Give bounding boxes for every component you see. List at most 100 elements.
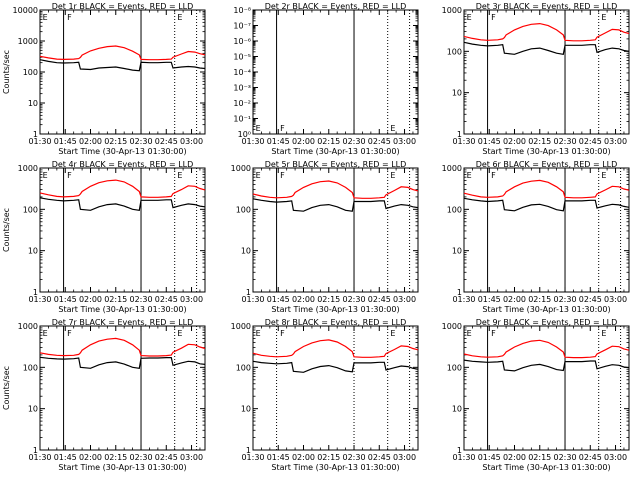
x-tick-label: 02:30 bbox=[342, 453, 365, 462]
y-tick-label: 100 bbox=[23, 68, 38, 77]
x-tick-label: 01:30 bbox=[241, 295, 264, 304]
x-tick-label: 03:00 bbox=[604, 453, 627, 462]
panel-title: Det 5r BLACK = Events, RED = LLD bbox=[265, 160, 407, 169]
x-tick-label: 01:30 bbox=[452, 295, 475, 304]
marker-f-1: F bbox=[280, 329, 285, 338]
y-tick-label: 1000 bbox=[18, 37, 38, 46]
marker-e-2: E bbox=[390, 329, 395, 338]
marker-e-0: E bbox=[467, 13, 472, 22]
x-tick-label: 03:00 bbox=[180, 137, 203, 146]
series-line-events bbox=[39, 356, 206, 369]
panel-title: Det 4r BLACK = Events, RED = LLD bbox=[52, 160, 194, 169]
x-tick-label: 03:00 bbox=[393, 453, 416, 462]
marker-e-2: E bbox=[390, 171, 395, 180]
x-axis-label: Start Time (30-Apr-13 01:30:00) bbox=[482, 463, 610, 472]
panel-det-8: Det 8r BLACK = Events, RED = LLD 1 10 100 10… bbox=[231, 318, 419, 472]
marker-e-2: E bbox=[390, 124, 395, 133]
x-tick-label: 02:15 bbox=[317, 295, 340, 304]
marker-f-1: F bbox=[280, 124, 285, 133]
marker-e-2: E bbox=[177, 13, 182, 22]
y-tick-label: 10⁻² bbox=[233, 99, 251, 108]
x-tick-label: 01:45 bbox=[478, 295, 501, 304]
x-tick-label: 02:45 bbox=[368, 295, 391, 304]
y-tick-label: 10⁻¹ bbox=[233, 115, 251, 124]
series-line-lld bbox=[252, 339, 419, 358]
series-line-lld bbox=[463, 179, 630, 199]
series-line-lld bbox=[39, 45, 206, 61]
panel-title: Det 2r BLACK = Events, RED = LLD bbox=[265, 2, 407, 11]
y-axis-label: Counts/sec bbox=[2, 208, 11, 252]
x-tick-label: 03:00 bbox=[393, 295, 416, 304]
series-line-lld bbox=[39, 337, 206, 357]
panel-det-6: Det 6r BLACK = Events, RED = LLD 1 10 100 10… bbox=[442, 160, 630, 314]
marker-f-1: F bbox=[491, 13, 496, 22]
y-tick-label: 10 bbox=[452, 89, 462, 98]
x-tick-label: 02:30 bbox=[342, 137, 365, 146]
x-tick-label: 02:15 bbox=[528, 453, 551, 462]
y-tick-label: 10 bbox=[452, 405, 462, 414]
marker-e-2: E bbox=[601, 171, 606, 180]
panel-title: Det 3r BLACK = Events, RED = LLD bbox=[476, 2, 618, 11]
x-tick-label: 02:00 bbox=[79, 453, 102, 462]
y-tick-label: 1000 bbox=[18, 322, 38, 331]
x-axis-label: Start Time (30-Apr-13 01:30:00) bbox=[271, 305, 399, 314]
x-tick-label: 02:00 bbox=[79, 295, 102, 304]
y-tick-label: 1 bbox=[33, 288, 38, 297]
y-tick-label: 10 bbox=[452, 247, 462, 256]
x-tick-label: 02:00 bbox=[292, 453, 315, 462]
x-tick-label: 02:30 bbox=[553, 137, 576, 146]
x-tick-label: 02:30 bbox=[553, 295, 576, 304]
x-tick-label: 02:30 bbox=[129, 295, 152, 304]
x-tick-label: 02:30 bbox=[553, 453, 576, 462]
y-tick-label: 10 bbox=[28, 99, 38, 108]
y-tick-label: 10⁻³ bbox=[233, 84, 251, 93]
y-tick-label: 10⁻⁸ bbox=[233, 6, 251, 15]
marker-e-0: E bbox=[467, 329, 472, 338]
x-tick-label: 01:30 bbox=[28, 453, 51, 462]
y-tick-label: 10 bbox=[28, 247, 38, 256]
plot-frame bbox=[463, 167, 630, 293]
y-tick-label: 10 bbox=[241, 247, 251, 256]
marker-e-0: E bbox=[43, 329, 48, 338]
y-tick-label: 100 bbox=[236, 363, 251, 372]
x-tick-label: 02:45 bbox=[155, 453, 178, 462]
y-tick-label: 1 bbox=[457, 130, 462, 139]
x-tick-label: 02:00 bbox=[292, 295, 315, 304]
y-tick-label: 1000 bbox=[18, 164, 38, 173]
plot-frame bbox=[39, 9, 206, 135]
x-tick-label: 02:00 bbox=[503, 295, 526, 304]
series-line-events bbox=[463, 359, 630, 372]
y-tick-label: 10⁻⁵ bbox=[233, 53, 251, 62]
y-tick-label: 1 bbox=[246, 446, 251, 455]
y-tick-label: 1 bbox=[457, 288, 462, 297]
marker-f-1: F bbox=[491, 329, 496, 338]
x-tick-label: 02:45 bbox=[155, 137, 178, 146]
x-axis-label: Start Time (30-Apr-13 01:30:00) bbox=[58, 305, 186, 314]
x-tick-label: 02:45 bbox=[368, 453, 391, 462]
y-tick-label: 100 bbox=[447, 47, 462, 56]
x-tick-label: 02:15 bbox=[104, 137, 127, 146]
x-axis-label: Start Time (30-Apr-13 01:30:00) bbox=[58, 147, 186, 156]
x-tick-label: 01:45 bbox=[267, 137, 290, 146]
panel-title: Det 9r BLACK = Events, RED = LLD bbox=[476, 318, 618, 327]
y-tick-label: 100 bbox=[447, 205, 462, 214]
x-tick-label: 02:15 bbox=[528, 295, 551, 304]
x-tick-label: 03:00 bbox=[604, 295, 627, 304]
marker-f-1: F bbox=[67, 329, 72, 338]
x-tick-label: 03:00 bbox=[180, 295, 203, 304]
x-axis-label: Start Time (30-Apr-13 01:30:00) bbox=[271, 147, 399, 156]
marker-e-0: E bbox=[43, 13, 48, 22]
x-tick-label: 02:45 bbox=[155, 295, 178, 304]
x-tick-label: 01:45 bbox=[478, 137, 501, 146]
y-tick-label: 10 bbox=[241, 405, 251, 414]
y-tick-label: 10⁰ bbox=[238, 130, 251, 139]
x-tick-label: 01:45 bbox=[54, 453, 77, 462]
x-tick-label: 01:30 bbox=[28, 295, 51, 304]
x-tick-label: 02:00 bbox=[503, 453, 526, 462]
y-tick-label: 10000 bbox=[13, 6, 38, 15]
x-tick-label: 01:45 bbox=[267, 295, 290, 304]
x-axis-label: Start Time (30-Apr-13 01:30:00) bbox=[271, 463, 399, 472]
x-tick-label: 01:30 bbox=[241, 453, 264, 462]
x-tick-label: 02:45 bbox=[579, 295, 602, 304]
x-tick-label: 02:15 bbox=[317, 137, 340, 146]
